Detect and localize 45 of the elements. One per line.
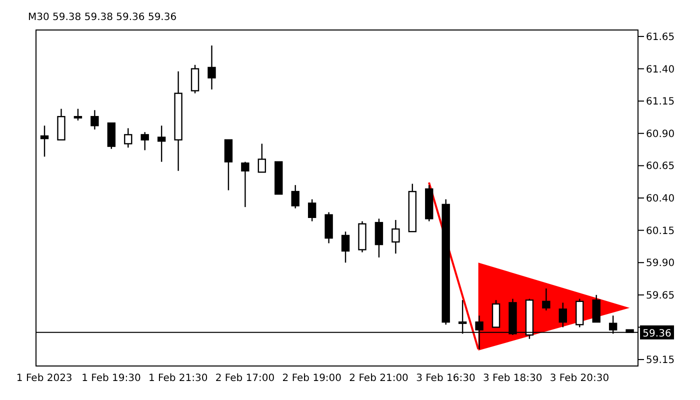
candlestick [124,128,132,148]
ref-line-label: 59.36 [642,328,672,340]
x-tick-label: 1 Feb 21:30 [148,373,208,384]
candlestick [308,198,316,222]
y-tick-label: 60.15 [646,226,675,237]
y-tick-label: 60.90 [646,128,675,140]
y-tick-label: 61.15 [646,96,675,108]
y-tick-label: 59.90 [646,258,675,270]
candlestick [291,184,300,209]
candlestick [107,122,116,150]
candlestick [241,161,250,208]
candlestick [592,294,600,323]
candlestick [576,298,584,328]
y-tick-label: 59.15 [646,355,675,366]
candlestick [208,44,216,90]
candlestick [542,288,550,312]
candlestick [90,110,99,130]
candlestick [324,212,333,244]
x-tick-label: 2 Feb 21:00 [349,373,408,384]
candlestick [224,139,233,191]
candlestick [157,125,166,162]
candlestick [74,108,82,122]
candlestick [258,143,266,173]
x-tick-label: 3 Feb 20:30 [550,373,610,384]
candlestick [140,131,149,151]
candlestick [492,299,500,328]
y-tick-label: 60.40 [646,194,675,205]
candlestick [341,231,350,264]
x-tick-label: 2 Feb 17:00 [215,373,275,384]
x-tick-label: 1 Feb 2023 [16,373,72,384]
x-tick-label: 3 Feb 16:30 [416,373,476,384]
candlestick [190,64,200,94]
x-tick-label: 1 Feb 19:30 [82,373,141,384]
candlestick [558,302,568,328]
y-tick-label: 59.65 [646,290,675,302]
y-tick-label: 61.65 [646,32,675,44]
candlestick [40,125,49,158]
x-tick-label: 3 Feb 18:30 [482,373,542,384]
y-tick-label: 60.65 [646,161,675,172]
candlestick [57,108,66,140]
candlestick [392,219,400,254]
x-tick-label: 2 Feb 19:00 [282,373,342,384]
chart-title: M30 59.38 59.38 59.36 59.36 [28,12,177,23]
y-tick-label: 61.40 [646,64,675,76]
candlestick [374,218,384,258]
